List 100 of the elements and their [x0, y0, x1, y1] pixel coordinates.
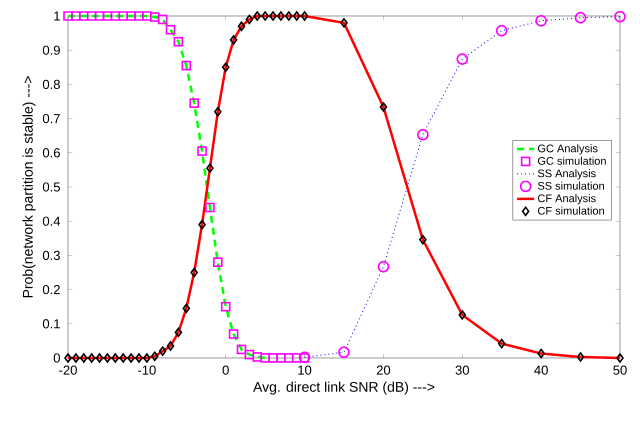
y-axis-title: Prob(network partition is stable) --->: [22, 76, 36, 298]
point: [277, 11, 285, 21]
x-tick-label: -10: [138, 366, 156, 375]
point: [71, 11, 81, 21]
point: [181, 60, 192, 70]
y-tick-label: 0: [54, 353, 60, 363]
point: [88, 353, 96, 363]
point: [94, 11, 104, 21]
point: [417, 128, 429, 140]
x-axis-title: Avg. direct link SNR (dB) --->: [253, 382, 434, 395]
point: [537, 348, 545, 358]
x-tick-label: 20: [376, 366, 390, 375]
point: [189, 98, 199, 108]
y-tick-label: 0.4: [42, 216, 60, 226]
point: [182, 304, 190, 314]
point: [285, 11, 293, 21]
point: [166, 24, 176, 34]
point: [119, 353, 128, 363]
point: [456, 53, 468, 65]
point: [78, 11, 89, 21]
point: [63, 11, 73, 21]
point: [252, 352, 262, 362]
line-series: [304, 16, 620, 358]
point: [276, 353, 286, 363]
point: [284, 353, 294, 363]
point: [110, 11, 120, 21]
point: [292, 11, 300, 21]
point: [574, 12, 586, 24]
y-tick-label: 0.3: [42, 250, 60, 260]
point: [197, 146, 207, 156]
legend-label: SS Analysis: [538, 169, 596, 180]
legend-label: SS simulation: [538, 182, 604, 190]
y-tick-label: 0.8: [42, 80, 60, 89]
point: [213, 257, 223, 268]
point: [338, 346, 350, 358]
y-tick-label: 1: [54, 12, 60, 20]
point: [268, 353, 278, 363]
point: [496, 24, 508, 36]
point: [72, 353, 80, 363]
x-tick-label: 0: [222, 366, 229, 375]
point: [458, 310, 466, 320]
x-tick-label: 40: [534, 366, 548, 375]
point: [378, 260, 390, 272]
legend-label: CF simulation: [538, 206, 604, 215]
point: [126, 11, 136, 21]
point: [380, 102, 388, 112]
point: [174, 36, 184, 46]
point: [238, 21, 246, 32]
y-tick-label: 0.6: [42, 148, 60, 158]
x-tick-label: 30: [456, 366, 470, 375]
x-tick-label: -20: [59, 366, 77, 375]
point: [150, 351, 159, 362]
y-tick-label: 0.7: [42, 114, 60, 124]
point: [220, 302, 231, 312]
y-tick-label: 0.5: [42, 182, 60, 192]
point: [86, 11, 96, 21]
point: [127, 353, 135, 363]
point: [166, 341, 174, 351]
point: [118, 11, 128, 21]
point: [206, 163, 214, 173]
point: [246, 14, 254, 24]
point: [143, 353, 151, 363]
point: [260, 353, 270, 363]
point: [261, 11, 269, 21]
point: [300, 11, 308, 21]
point: [205, 202, 215, 212]
y-tick-label: 0.9: [42, 46, 60, 55]
point: [134, 11, 144, 21]
point: [244, 350, 254, 360]
point: [230, 35, 238, 45]
point: [96, 353, 104, 363]
point: [236, 344, 246, 354]
point: [112, 353, 120, 363]
point: [340, 18, 348, 28]
point: [498, 338, 506, 348]
point: [64, 353, 72, 363]
point: [198, 220, 206, 230]
point: [174, 328, 182, 338]
point: [535, 14, 547, 27]
point: [135, 353, 143, 363]
point: [158, 346, 166, 356]
point: [228, 329, 238, 339]
x-tick-label: 10: [298, 366, 312, 375]
point: [616, 353, 624, 363]
y-tick-label: 0.1: [42, 319, 60, 328]
x-tick-label: 50: [613, 366, 627, 375]
point: [214, 106, 222, 117]
point: [142, 11, 152, 21]
point: [576, 352, 584, 362]
point: [150, 12, 160, 22]
point: [614, 10, 626, 22]
legend-label: GC simulation: [538, 156, 606, 165]
point: [190, 268, 198, 278]
point: [80, 353, 88, 363]
point: [269, 11, 277, 21]
legend-label: CF Analysis: [538, 194, 596, 204]
point: [104, 353, 112, 363]
point: [102, 11, 112, 21]
y-tick-label: 0.2: [42, 284, 60, 294]
point: [253, 11, 262, 21]
